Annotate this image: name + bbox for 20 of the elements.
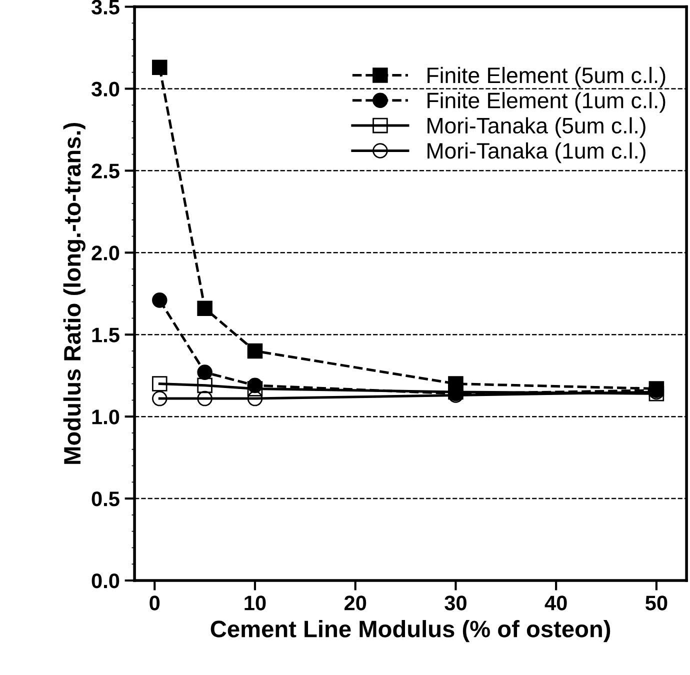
- y-tick-label: 1.5: [92, 328, 120, 342]
- y-tick-label: 0.5: [92, 492, 120, 506]
- legend-label: Finite Element (5um c.l.): [428, 66, 666, 88]
- y-tick-label: 1.0: [92, 410, 120, 424]
- y-tick-label: 2.5: [92, 164, 120, 178]
- legend-label: Mori-Tanaka (1um c.l.): [428, 142, 646, 164]
- x-tick-label: 40: [544, 596, 567, 610]
- x-tick-label: 0: [150, 596, 160, 610]
- y-axis-title: Modulus Ratio (long.-to-trans.): [63, 122, 86, 464]
- legend-label: Mori-Tanaka (5um c.l.): [428, 117, 646, 138]
- x-tick-label: 30: [444, 596, 466, 610]
- x-axis-title: Cement Line Modulus (% of osteon): [210, 620, 610, 642]
- legend-label: Finite Element (1um c.l.): [428, 92, 666, 113]
- x-tick-label: 50: [645, 596, 668, 610]
- x-tick-label: 20: [344, 596, 366, 610]
- y-tick-label: 0.0: [92, 574, 120, 588]
- y-tick-label: 3.0: [91, 82, 120, 96]
- y-tick-label: 3.5: [91, 0, 120, 15]
- y-tick-label: 2.0: [92, 246, 120, 260]
- x-tick-label: 10: [244, 596, 266, 610]
